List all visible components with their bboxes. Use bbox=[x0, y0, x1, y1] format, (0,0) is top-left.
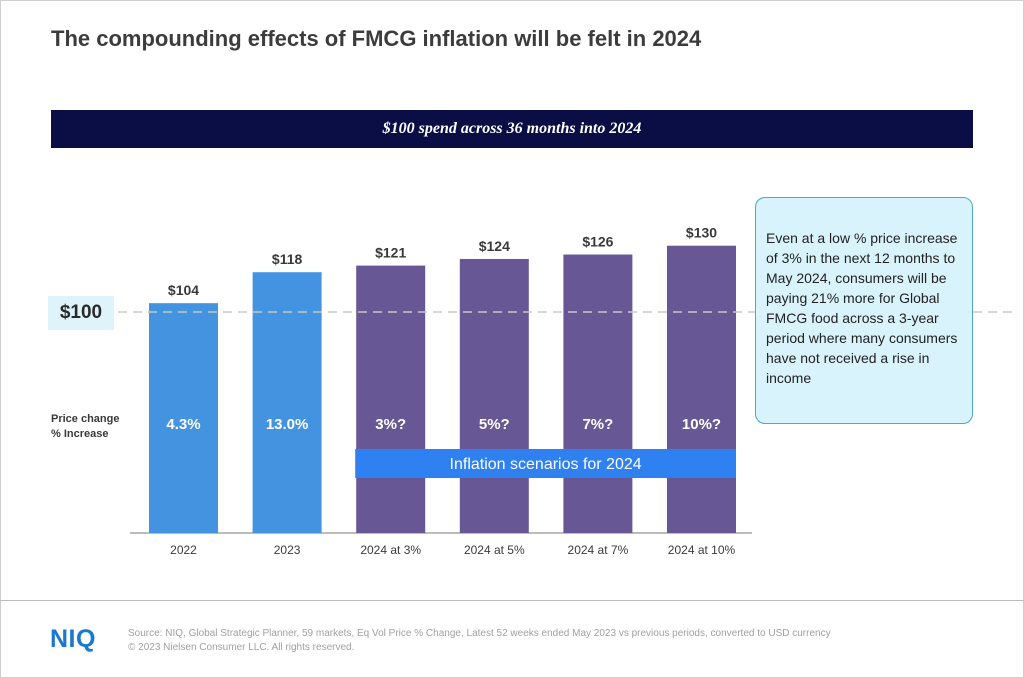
increase-label-3: 3%? bbox=[375, 416, 406, 433]
x-tick-label-1: 2022 bbox=[170, 543, 197, 557]
reference-value-label: $100 bbox=[48, 296, 114, 330]
value-label-2: $118 bbox=[272, 251, 303, 267]
x-tick-label-2: 2023 bbox=[274, 543, 301, 557]
increase-label-6: 10%? bbox=[682, 416, 721, 433]
x-tick-label-4: 2024 at 5% bbox=[464, 543, 525, 557]
niq-logo: NIQ bbox=[50, 625, 96, 653]
increase-label-4: 5%? bbox=[479, 416, 510, 433]
bar-5 bbox=[563, 254, 633, 534]
increase-label-5: 7%? bbox=[582, 416, 613, 433]
row-label-line-2: % Increase bbox=[51, 428, 109, 440]
scenario-band bbox=[355, 449, 736, 478]
increase-label-2: 13.0% bbox=[266, 416, 309, 433]
bar-6 bbox=[667, 245, 736, 533]
chart-banner-text: $100 spend across 36 months into 2024 bbox=[382, 120, 642, 137]
value-label-6: $130 bbox=[686, 225, 717, 241]
source-line-2: © 2023 Nielsen Consumer LLC. All rights … bbox=[128, 642, 355, 653]
value-label-1: $104 bbox=[168, 282, 199, 298]
insight-callout: Even at a low % price increase of 3% in … bbox=[755, 197, 973, 424]
bar-4 bbox=[459, 258, 529, 533]
value-label-5: $126 bbox=[582, 234, 613, 250]
page-title: The compounding effects of FMCG inflatio… bbox=[51, 26, 702, 51]
x-tick-label-6: 2024 at 10% bbox=[668, 543, 736, 557]
scenario-band-label: Inflation scenarios for 2024 bbox=[450, 456, 642, 473]
bar-1 bbox=[149, 303, 218, 533]
bar-3 bbox=[356, 265, 426, 533]
source-line-1: Source: NIQ, Global Strategic Planner, 5… bbox=[128, 628, 831, 639]
row-label-line-1: Price change bbox=[51, 413, 120, 425]
increase-label-1: 4.3% bbox=[166, 416, 200, 433]
bar-2 bbox=[252, 272, 322, 533]
bar-chart: $104 4.3% 2022 $118 13.0% 2023 $121 3%? 2024 at … bbox=[118, 225, 1012, 557]
value-label-3: $121 bbox=[375, 245, 406, 261]
x-tick-label-3: 2024 at 3% bbox=[360, 543, 421, 557]
price-change-row-label: Price change % Increase bbox=[51, 412, 119, 442]
footer-divider bbox=[0, 600, 1024, 601]
chart-banner: $100 spend across 36 months into 2024 bbox=[51, 110, 973, 148]
x-tick-label-5: 2024 at 7% bbox=[568, 543, 629, 557]
value-label-4: $124 bbox=[479, 238, 510, 254]
source-note: Source: NIQ, Global Strategic Planner, 5… bbox=[128, 627, 831, 655]
